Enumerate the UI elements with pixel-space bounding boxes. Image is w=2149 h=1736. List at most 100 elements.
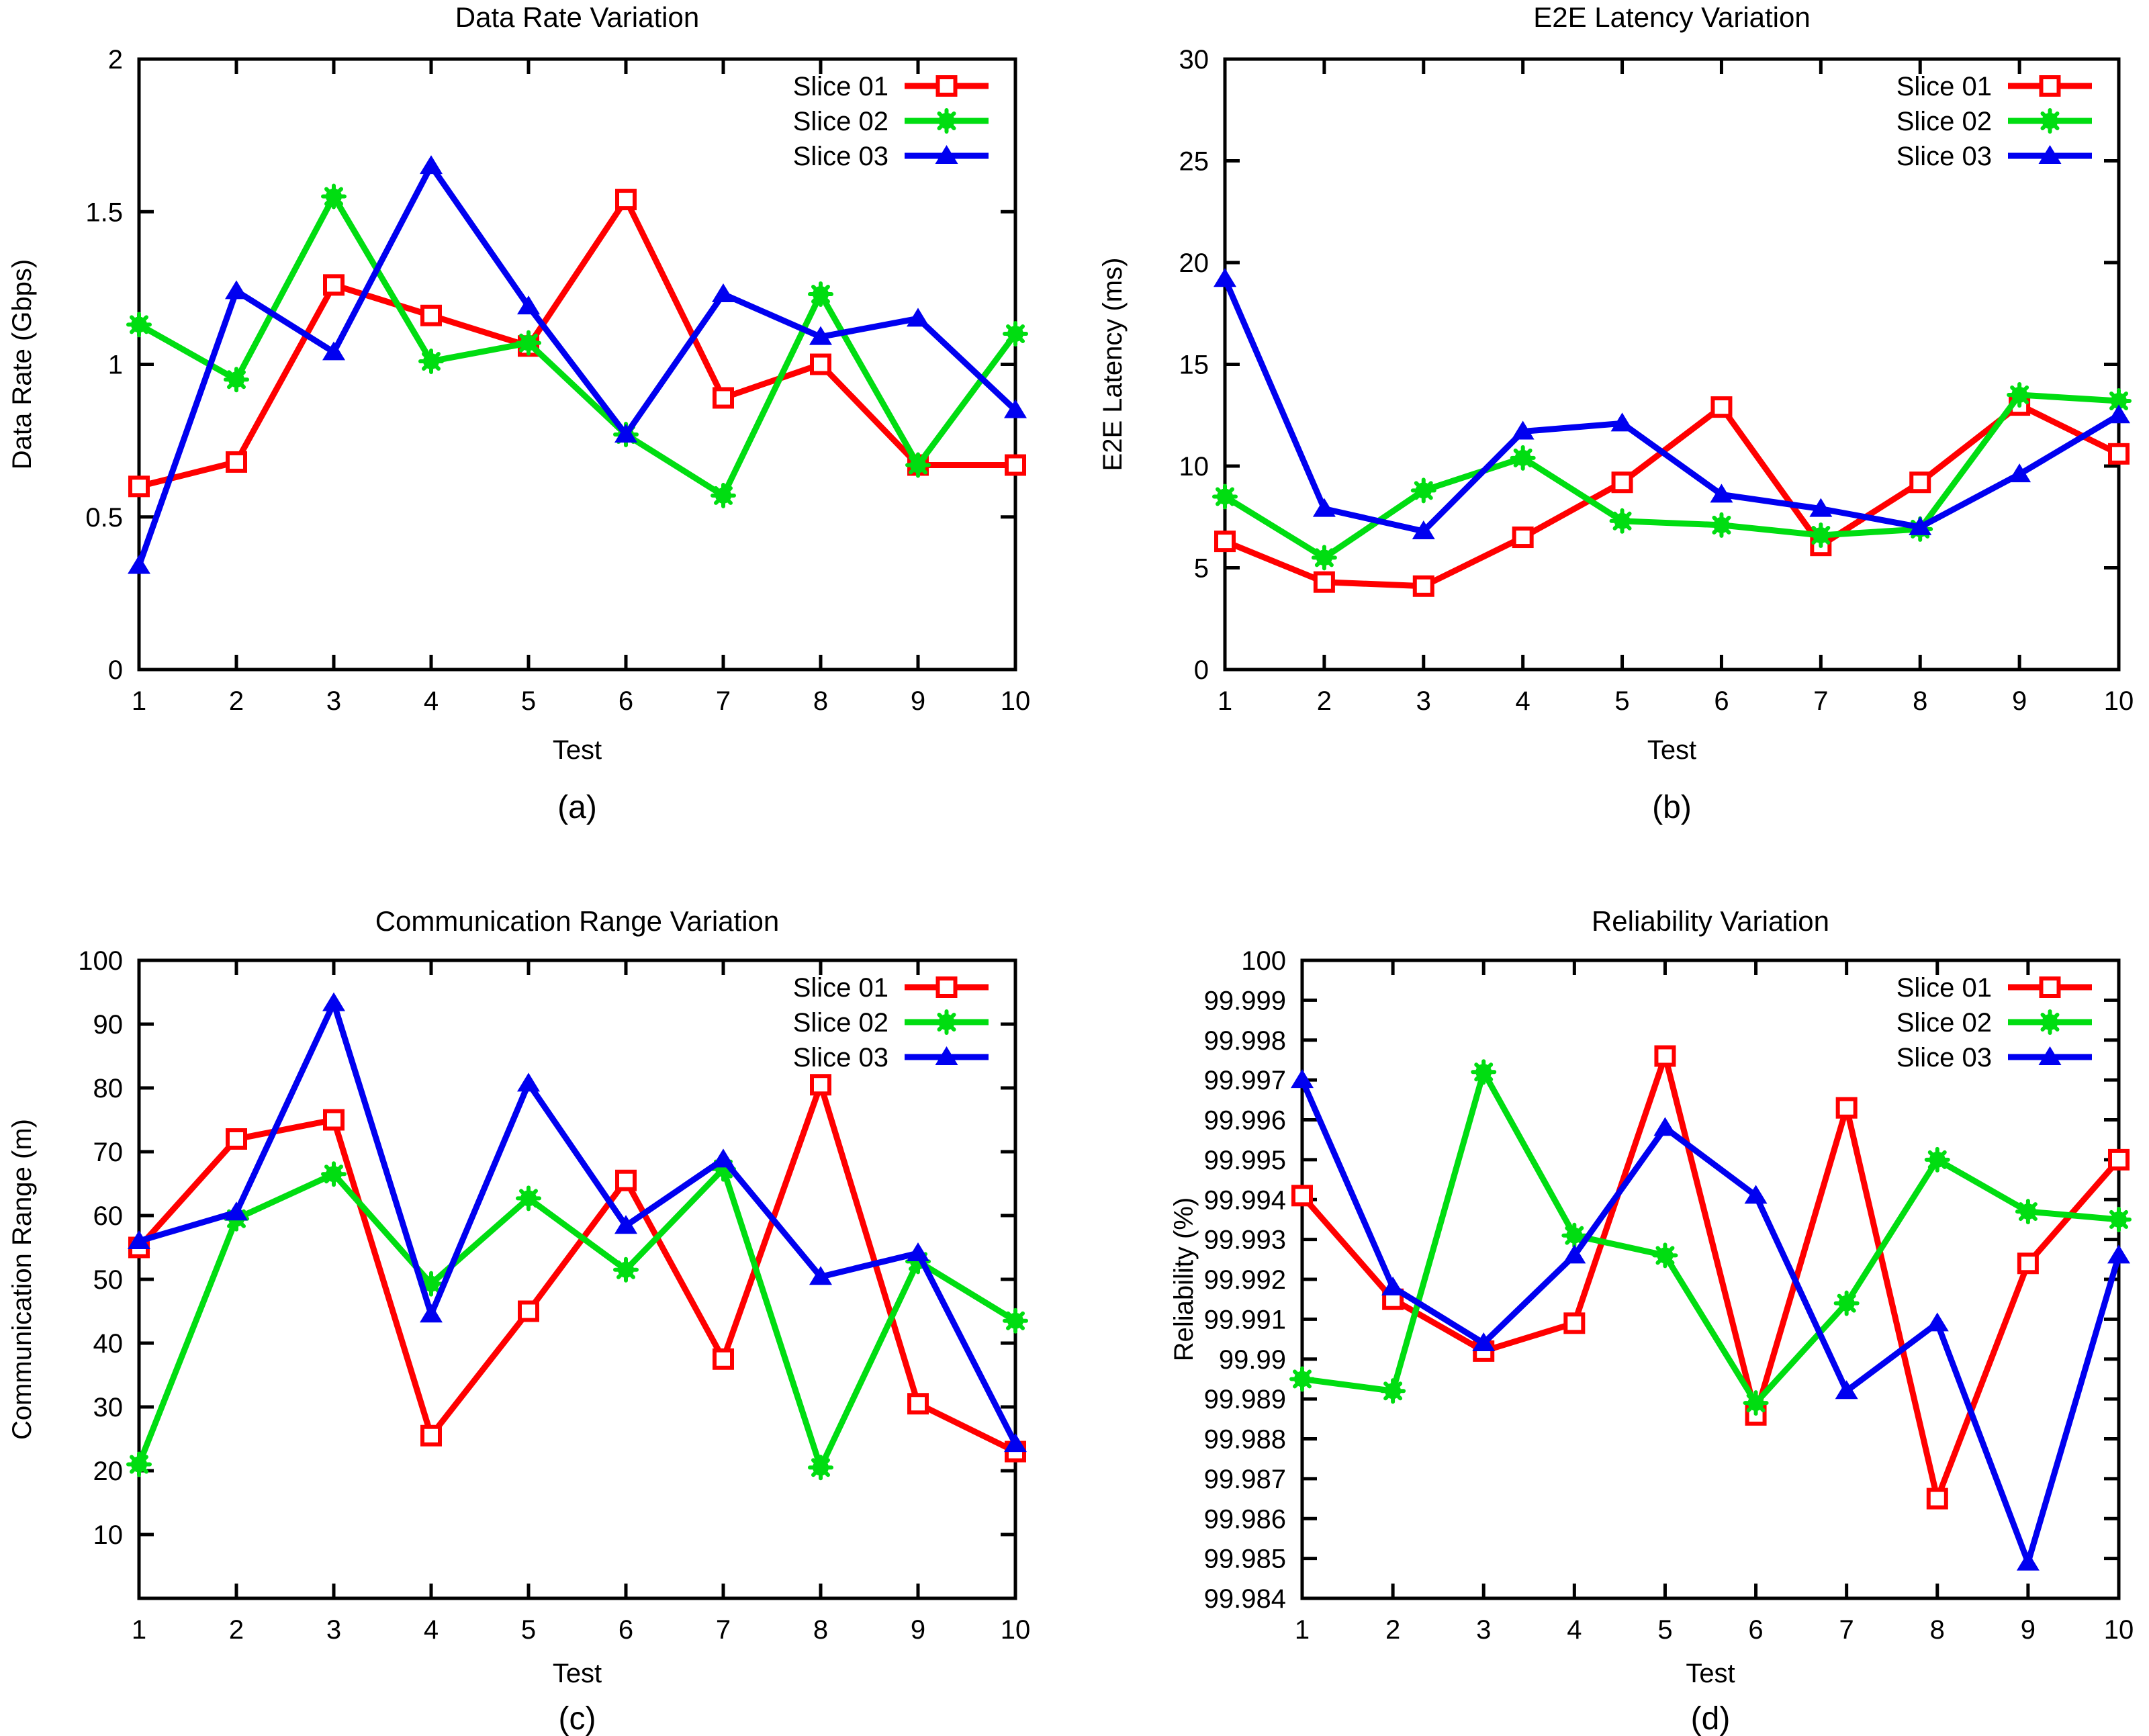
open-square-marker: [226, 1128, 247, 1150]
y-tick-label: 99.992: [1204, 1265, 1286, 1295]
y-tick-label: 99.986: [1204, 1504, 1286, 1534]
y-tick-label: 99.996: [1204, 1106, 1286, 1136]
triangle-marker: [1004, 1433, 1027, 1453]
open-square-marker: [1563, 1312, 1586, 1334]
series-marker-slice-03: [2008, 463, 2031, 483]
y-tick-label: 30: [1179, 45, 1209, 75]
series-marker-slice-02: [516, 1185, 541, 1212]
open-square-marker: [810, 353, 831, 375]
series-marker-slice-03: [1312, 498, 1336, 517]
y-tick-label: 99.989: [1204, 1385, 1286, 1414]
y-tick-label: 99.991: [1204, 1305, 1286, 1334]
triangle-marker: [614, 1215, 637, 1234]
y-axis-label: E2E Latency (ms): [1098, 258, 1128, 471]
asterisk-arm: [1474, 1062, 1494, 1082]
asterisk-arm: [1006, 1311, 1025, 1330]
series-marker-slice-03: [614, 1215, 637, 1234]
y-tick-label: 40: [93, 1329, 124, 1359]
x-tick-label: 3: [1416, 686, 1431, 716]
y-tick-label: 60: [93, 1201, 124, 1231]
legend-label: Slice 02: [1896, 107, 1992, 136]
series-marker-slice-02: [808, 1455, 833, 1481]
asterisk-arm: [1006, 324, 1025, 344]
series-marker-slice-02: [808, 281, 833, 307]
series-marker-slice-02: [224, 367, 249, 393]
series-marker-slice-02: [613, 1257, 639, 1283]
series-marker-slice-02: [126, 312, 152, 338]
open-square-marker: [713, 387, 734, 409]
triangle-marker: [935, 145, 958, 164]
series-marker-slice-01: [1313, 571, 1335, 593]
series-marker-slice-03: [517, 295, 540, 315]
asterisk-arm: [227, 370, 246, 390]
series-marker-slice-03: [712, 283, 735, 302]
open-square-marker: [907, 1393, 929, 1415]
triangle-marker: [128, 1230, 150, 1249]
legend-label: Slice 02: [1896, 1008, 1992, 1038]
y-tick-label: 99.988: [1204, 1425, 1286, 1455]
x-tick-label: 10: [1001, 686, 1031, 716]
series-marker-slice-02: [1289, 1366, 1315, 1392]
open-square-marker: [128, 475, 150, 498]
x-tick-label: 1: [1218, 686, 1232, 716]
asterisk-arm: [1612, 511, 1632, 531]
series-marker-slice-03: [1610, 412, 1634, 432]
triangle-marker: [712, 283, 735, 302]
x-tick-label: 2: [229, 1615, 244, 1645]
chart-reliability-canvas: 1 2 3 4 5 6 7 8 9 10 99.984 99.985 99.986 99.987 99.98…: [1169, 905, 2134, 1736]
chart-title: Communication Range Variation: [375, 905, 780, 937]
y-axis-label: Data Rate (Gbps): [7, 259, 37, 469]
x-tick-label: 5: [1657, 1615, 1672, 1645]
open-square-marker: [2017, 1252, 2039, 1275]
triangle-marker: [225, 1201, 248, 1221]
series-marker-slice-01: [128, 475, 150, 498]
series-line-slice-02: [1223, 392, 2119, 561]
y-tick-label: 20: [93, 1457, 124, 1486]
asterisk-arm: [909, 455, 927, 475]
asterisk-arm: [1414, 481, 1433, 500]
triangle-marker: [322, 992, 345, 1011]
series-marker-slice-01: [1512, 527, 1534, 549]
asterisk-arm: [130, 315, 148, 334]
x-tick-label: 4: [1516, 686, 1530, 716]
legend-label: Slice 03: [1896, 142, 1992, 171]
series-marker-slice-02: [711, 482, 736, 508]
series-marker-slice-03: [614, 424, 637, 443]
series-marker-slice-01: [226, 1128, 247, 1150]
series-line-slice-02: [137, 193, 1018, 499]
triangle-marker: [907, 1242, 929, 1262]
series-marker-slice-02: [2015, 1199, 2041, 1225]
x-axis-label: Test: [553, 1659, 602, 1688]
series-marker-slice-03: [1412, 520, 1435, 539]
series-marker-slice-03: [712, 1148, 735, 1168]
y-tick-label: 10: [1179, 452, 1209, 482]
series-marker-slice-03: [420, 1304, 443, 1323]
x-tick-label: 7: [716, 1615, 731, 1645]
series-marker-slice-02: [1561, 1222, 1588, 1248]
open-square-marker: [420, 1424, 442, 1447]
triangle-marker: [1381, 1276, 1405, 1295]
series-marker-slice-02: [516, 330, 541, 356]
series-line-slice-01: [1224, 402, 2120, 590]
legend-sample-marker: [935, 75, 958, 97]
series-marker-slice-01: [518, 1300, 539, 1322]
y-tick-label: 99.995: [1204, 1146, 1286, 1175]
triangle-marker: [420, 1304, 443, 1323]
series-marker-slice-01: [1654, 1045, 1676, 1067]
series-marker-slice-01: [420, 304, 442, 326]
triangle-marker: [1925, 1312, 1949, 1332]
x-tick-label: 3: [326, 1615, 341, 1645]
open-square-marker: [2039, 75, 2061, 97]
series-marker-slice-01: [713, 387, 734, 409]
x-tick-label: 6: [619, 1615, 633, 1645]
asterisk-arm: [324, 1164, 343, 1184]
series-marker-slice-01: [1005, 454, 1026, 476]
asterisk-arm: [2109, 1209, 2128, 1229]
asterisk-arm: [1314, 548, 1334, 567]
y-tick-label: 99.998: [1204, 1026, 1286, 1056]
triangle-marker: [809, 1266, 832, 1285]
asterisk-arm: [422, 351, 441, 371]
series-line-slice-02: [136, 1166, 1017, 1471]
triangle-marker: [1472, 1332, 1496, 1351]
y-tick-label: 1.5: [85, 197, 123, 227]
